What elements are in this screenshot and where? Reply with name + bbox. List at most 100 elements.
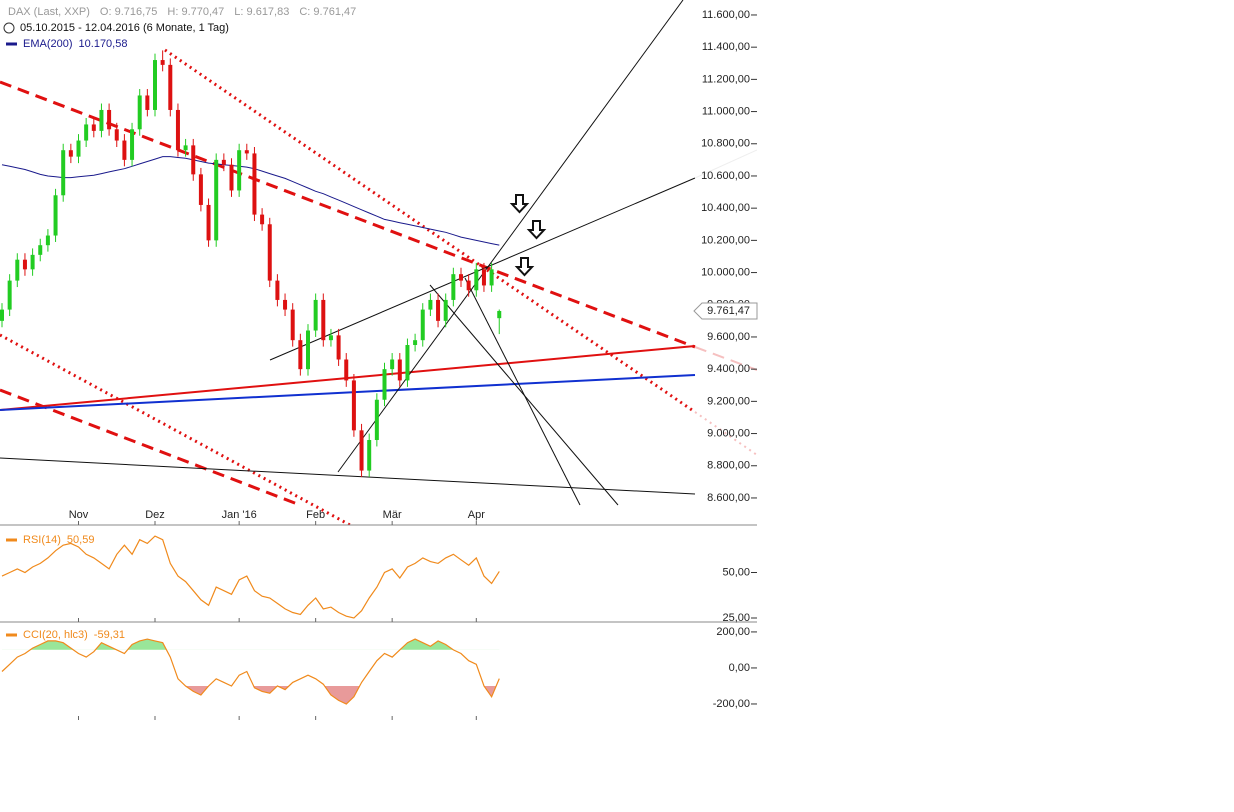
arrow (509, 194, 530, 214)
candle-body (175, 109, 180, 151)
y-tick-label: 9.000,00 (707, 427, 750, 439)
y-tick-label: 10.000,00 (701, 266, 750, 278)
trend-line (337, 0, 684, 473)
candle-body (283, 299, 288, 310)
candle-body (114, 129, 119, 141)
legend-value: 10.170,58 (79, 38, 128, 50)
trend-line (0, 80, 696, 349)
candle-body (53, 195, 58, 236)
legend-value: 50,59 (67, 534, 95, 546)
candle-body (382, 369, 387, 400)
candle-body (252, 153, 257, 215)
trend-line (0, 374, 696, 411)
y-tick-label: 11.400,00 (702, 41, 750, 53)
y-tick-label: 10.800,00 (701, 138, 750, 150)
x-tick-label: Jan '16 (222, 509, 257, 521)
y-tick-label: 8.800,00 (707, 460, 750, 472)
x-tick-label: Apr (468, 509, 485, 521)
candle-body (76, 140, 81, 157)
chart-title: DAX (Last, XXP) (8, 6, 90, 18)
candle-body (206, 204, 211, 241)
candle-body (30, 254, 35, 270)
candle-body (214, 159, 219, 241)
candle-body (443, 299, 448, 321)
candle-body (397, 359, 402, 381)
arrow (514, 257, 535, 277)
candle-body (290, 309, 295, 341)
candle-body (91, 124, 96, 131)
candle-body (390, 359, 395, 370)
x-tick-label: Nov (69, 509, 89, 521)
candle-body (359, 430, 364, 471)
ema-line (1, 156, 500, 246)
candle-body (313, 299, 318, 331)
candle-body (344, 359, 349, 381)
legend: EMA(200) 10.170,58 (23, 38, 127, 50)
y-tick-label: 10.200,00 (701, 234, 750, 246)
trend-line (694, 411, 757, 456)
trend-line (164, 48, 696, 414)
legend-label: EMA(200) (23, 38, 73, 50)
candle-body (367, 439, 372, 471)
y-tick-label: 25,00 (722, 612, 750, 624)
candle-body (0, 309, 4, 321)
candle-body (99, 109, 104, 131)
candle-body (137, 95, 142, 130)
x-tick-label: Feb (306, 509, 325, 521)
candle-body (198, 174, 203, 205)
x-tick-label: Mär (383, 509, 402, 521)
clock-icon (3, 22, 15, 34)
candle-body (237, 150, 242, 191)
ohlc-label: H: 9.770,47 (167, 6, 224, 18)
y-tick-label: 10.600,00 (701, 170, 750, 182)
candle-body (405, 345, 410, 381)
y-tick-label: 9.600,00 (707, 331, 750, 343)
legend-label: RSI(14) (23, 534, 61, 546)
candle-body (451, 274, 456, 300)
candle-body (130, 129, 135, 160)
candle-body (489, 269, 494, 286)
x-tick-label: Dez (145, 509, 165, 521)
candle-body (191, 145, 196, 175)
candle-body (336, 335, 341, 360)
legend: CCI(20, hlc3) -59,31 (23, 629, 125, 641)
trend-line (0, 388, 301, 507)
candle-body (321, 299, 326, 341)
candle-body (328, 335, 333, 341)
trend-line (694, 149, 757, 179)
candle-body (298, 340, 303, 370)
candle-body (122, 140, 127, 160)
trend-line (0, 457, 696, 495)
y-tick-label: 11.600,00 (702, 9, 750, 21)
candle-body (497, 310, 502, 319)
overbought-fill (2, 639, 500, 650)
candle-body (306, 330, 310, 370)
candle-body (474, 269, 479, 291)
candle-body (107, 109, 112, 130)
y-tick-label: 10.400,00 (701, 202, 750, 214)
ohlc-label: C: 9.761,47 (299, 6, 356, 18)
candle-body (374, 399, 379, 440)
legend: RSI(14) 50,59 (23, 534, 94, 546)
ohlc-label: L: 9.617,83 (234, 6, 289, 18)
legend-value: -59,31 (94, 629, 125, 641)
y-tick-label: 8.600,00 (707, 492, 750, 504)
y-tick-label: 50,00 (722, 566, 750, 578)
candle-body (260, 214, 265, 225)
candle-body (183, 145, 188, 151)
candle-body (7, 280, 12, 310)
candle-body (61, 150, 66, 196)
y-tick-label: 200,00 (716, 626, 750, 638)
candle-body (481, 269, 486, 286)
candle-body (15, 259, 20, 281)
trend-line (694, 346, 757, 371)
y-tick-label: 9.200,00 (707, 395, 750, 407)
price-tag (693, 302, 758, 320)
candle-body (22, 259, 27, 270)
y-tick-label: 0,00 (729, 662, 750, 674)
candle-body (160, 60, 165, 65)
trend-line (0, 333, 351, 525)
candle-body (38, 245, 43, 255)
